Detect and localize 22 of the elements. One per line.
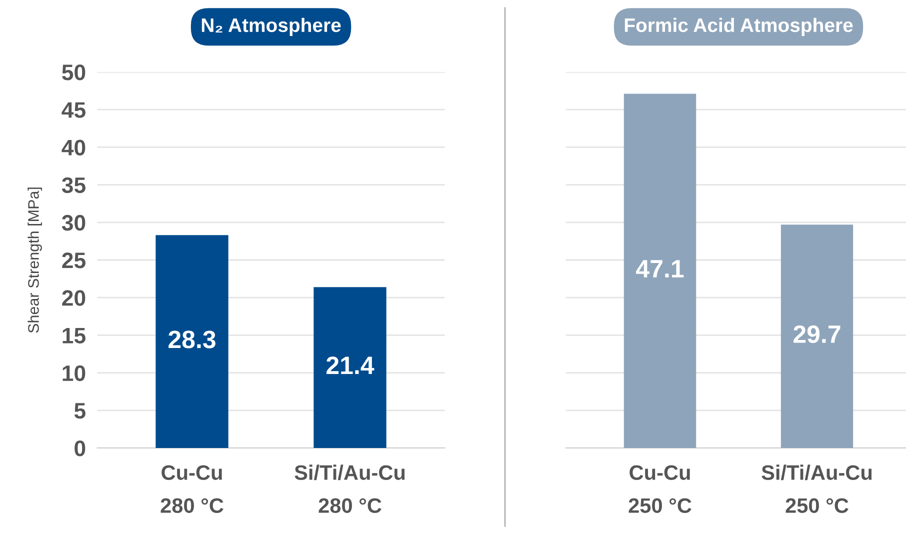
chart-title: Formic Acid Atmosphere <box>624 18 853 36</box>
x-tick-label: Cu-Cu 250 °C <box>628 465 692 513</box>
y-tick-label: 10 <box>62 365 86 382</box>
y-tick-label: 45 <box>62 102 86 118</box>
y-tick-label: 30 <box>62 214 86 231</box>
y-tick-label: 15 <box>62 328 86 344</box>
y-tick-label: 0 <box>74 440 86 456</box>
x-tick-label: Si/Ti/Au-Cu 250 °C <box>762 464 872 513</box>
data-label: 28.3 <box>168 330 216 348</box>
chart-title: N₂ Atmosphere <box>202 18 341 36</box>
y-tick-label: 20 <box>62 290 86 306</box>
data-label: 29.7 <box>794 325 840 344</box>
y-axis-title: Shear Strength [MPa] <box>28 188 42 333</box>
y-tick-label: 5 <box>74 403 86 419</box>
y-tick-label: 40 <box>62 140 86 156</box>
y-tick-label: 25 <box>62 252 86 268</box>
data-label: 47.1 <box>636 260 684 278</box>
data-label: 21.4 <box>326 356 374 374</box>
x-tick-label: Cu-Cu 280 °C <box>160 465 224 513</box>
y-tick-label: 50 <box>62 64 86 80</box>
x-tick-label: Si/Ti/Au-Cu 280 °C <box>294 464 405 513</box>
y-tick-label: 35 <box>62 177 86 194</box>
